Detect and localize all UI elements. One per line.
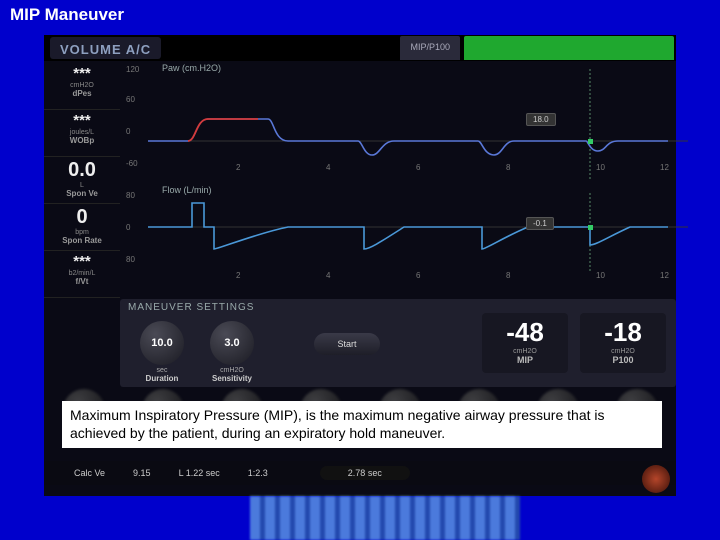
waveform-area: 120 60 0 -60 Paw (cm.H2O) 2 4 6 8 10 12 … xyxy=(120,63,676,299)
metric-fvt: *** b2/min/L f/Vt xyxy=(44,251,120,298)
flow-ytick: 80 xyxy=(126,191,135,200)
definition-text: Maximum Inspiratory Pressure (MIP), is t… xyxy=(62,401,662,448)
maneuver-panel: MANEUVER SETTINGS 10.0 sec Duration 3.0 … xyxy=(120,299,676,387)
knob-duration[interactable]: 10.0 sec Duration xyxy=(138,321,186,383)
metric-wobp: *** joules/L WOBp xyxy=(44,110,120,157)
screen-header: VOLUME A/C MIP/P100 xyxy=(44,35,676,61)
flow-ytick: 0 xyxy=(126,223,130,232)
flow-ytick: 80 xyxy=(126,255,135,264)
flow-xtick: 10 xyxy=(596,271,605,280)
slide-title: MIP Maneuver xyxy=(0,0,720,38)
mode-label: VOLUME A/C xyxy=(50,37,161,59)
paw-xtick: 4 xyxy=(326,163,330,172)
status-item: 1:2.3 xyxy=(248,468,268,478)
paw-waveform xyxy=(148,69,704,185)
start-button[interactable]: Start xyxy=(314,333,380,355)
knob-sensitivity[interactable]: 3.0 cmH2O Sensitivity xyxy=(208,321,256,383)
paw-ytick: 0 xyxy=(126,127,130,136)
flow-xtick: 6 xyxy=(416,271,420,280)
tab-mip-p100[interactable]: MIP/P100 xyxy=(400,36,460,60)
paw-badge: 18.0 xyxy=(526,113,556,126)
readout-mip: -48 cmH2O MIP xyxy=(482,313,568,373)
slide-root: MIP Maneuver VOLUME A/C MIP/P100 *** cmH… xyxy=(0,0,720,540)
status-pill: 2.78 sec xyxy=(320,466,410,480)
flow-xtick: 8 xyxy=(506,271,510,280)
flow-badge: -0.1 xyxy=(526,217,554,230)
paw-xtick: 12 xyxy=(660,163,669,172)
metrics-column: *** cmH2O dPes *** joules/L WOBp 0.0 L S… xyxy=(44,63,120,423)
paw-ytick: -60 xyxy=(126,159,138,168)
flow-xtick: 2 xyxy=(236,271,240,280)
status-item: L 1.22 sec xyxy=(179,468,220,478)
readout-p100: -18 cmH2O P100 xyxy=(580,313,666,373)
paw-ytick: 60 xyxy=(126,95,135,104)
slide-ribbon xyxy=(0,496,720,540)
tab-active-indicator[interactable] xyxy=(464,36,674,60)
flow-xtick: 12 xyxy=(660,271,669,280)
metric-spon-ve: 0.0 L Spon Ve xyxy=(44,157,120,204)
paw-xtick: 6 xyxy=(416,163,420,172)
metric-spon-rate: 0 bpm Spon Rate xyxy=(44,204,120,251)
flow-xtick: 4 xyxy=(326,271,330,280)
paw-xtick: 2 xyxy=(236,163,240,172)
status-strip: Calc Ve 9.15 L 1.22 sec 1:2.3 2.78 sec xyxy=(44,461,676,485)
metric-dpes: *** cmH2O dPes xyxy=(44,63,120,110)
flow-waveform xyxy=(148,193,704,279)
paw-ytick: 120 xyxy=(126,65,139,74)
paw-xtick: 8 xyxy=(506,163,510,172)
brand-swirl-icon xyxy=(642,465,670,493)
status-item: 9.15 xyxy=(133,468,151,478)
paw-xtick: 10 xyxy=(596,163,605,172)
status-item: Calc Ve xyxy=(74,468,105,478)
